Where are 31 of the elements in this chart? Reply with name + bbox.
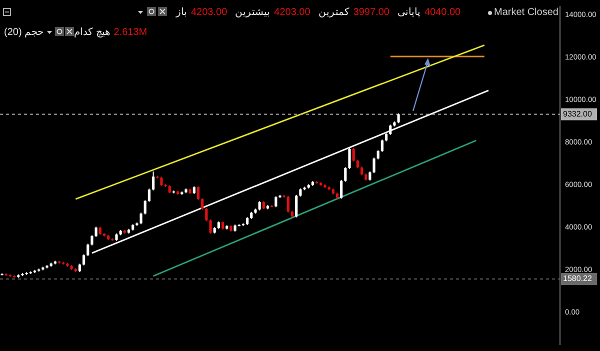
candlestick (397, 112, 400, 124)
candlestick (201, 198, 204, 210)
candlestick (348, 148, 351, 170)
candlestick (376, 150, 380, 160)
candlestick (340, 179, 343, 200)
candlestick (274, 196, 278, 208)
ref-line-label: 9332.00 (563, 109, 592, 118)
candlestick (152, 170, 155, 191)
candlestick (352, 148, 355, 162)
candlestick (389, 124, 392, 136)
candlestick (372, 157, 376, 174)
candlestick (344, 166, 347, 182)
candlestick (148, 188, 150, 202)
candlestick (86, 243, 90, 257)
candlestick (209, 219, 212, 234)
candlestick (258, 200, 261, 211)
candlestick (380, 139, 384, 152)
candlestick (160, 176, 163, 186)
annotation: حجم (20) (4, 26, 44, 38)
annotation: Market Closed (494, 7, 558, 18)
candlestick (196, 186, 200, 200)
candlestick (368, 170, 372, 182)
candlestick (205, 208, 208, 222)
candlestick (144, 200, 146, 215)
candlestick (295, 194, 298, 218)
candlestick (94, 226, 98, 238)
ref-line-label: 1580.22 (563, 274, 592, 284)
candlestick (286, 195, 290, 213)
candlestick (90, 234, 94, 246)
candlestick (82, 254, 86, 266)
candlestick (140, 212, 142, 225)
